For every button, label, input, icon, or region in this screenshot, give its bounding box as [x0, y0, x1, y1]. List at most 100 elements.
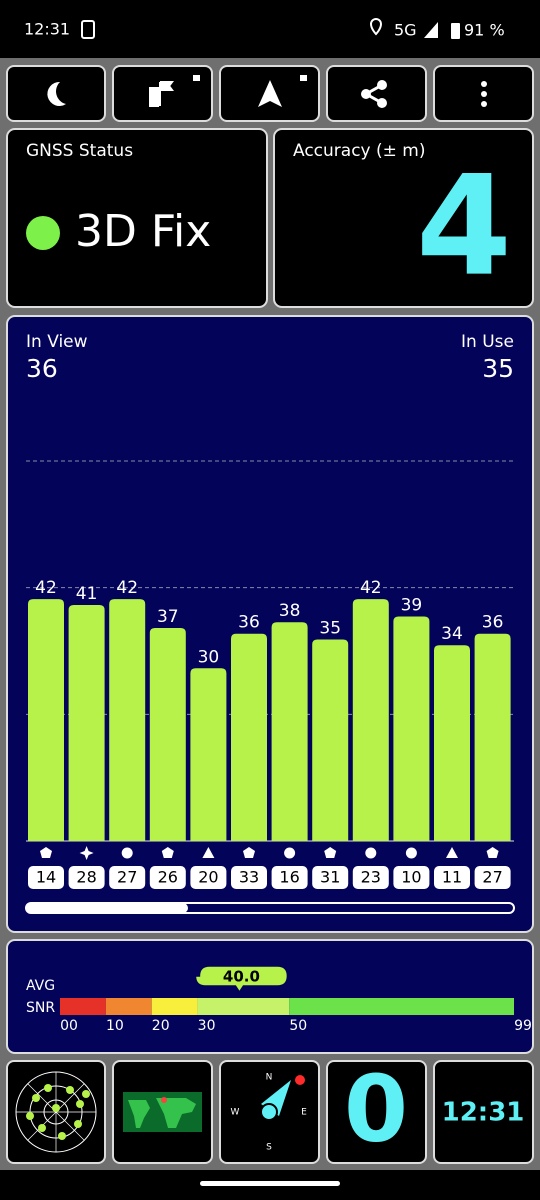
id-badge [352, 866, 389, 889]
snr-tick-label: 50 [289, 1018, 307, 1034]
status-network: 5G [394, 21, 417, 40]
satellite-id: 11 [442, 868, 462, 887]
satellite-id: 26 [158, 868, 178, 887]
compass-hub [260, 1103, 278, 1121]
id-badge [109, 866, 146, 889]
snr-label-bottom: SNR [26, 1000, 55, 1016]
snr-chart: 42 14 41 28 42 27 37 26 30 20 36 33 38 16 35 31 42 23 39 10… [26, 460, 514, 889]
snr-meter: 00 10 20 30 50 99 40.0 [60, 965, 532, 1034]
id-badge [474, 866, 511, 889]
download-icon [81, 20, 95, 39]
speed-tile[interactable] [326, 1060, 427, 1164]
constellation-icon [202, 847, 215, 858]
bar [312, 639, 349, 841]
bar [352, 599, 389, 841]
location-marker [161, 1097, 167, 1103]
bar [271, 622, 308, 841]
bar [474, 633, 511, 841]
snr-tick-label: 99 [514, 1018, 532, 1034]
status-battery: 91 % [464, 21, 505, 40]
snr-value: 40.0 [223, 968, 260, 986]
skyplot-dots [26, 1084, 90, 1140]
menu-dot [481, 91, 487, 97]
in-view-value: 36 [26, 354, 58, 383]
bar-label: 36 [482, 613, 504, 633]
snr-segment [60, 998, 106, 1015]
lock-icon [193, 75, 200, 81]
bar-label: 41 [76, 584, 98, 604]
bar-label: 36 [238, 613, 260, 633]
toolbar [6, 65, 534, 122]
constellation-icon [243, 847, 255, 858]
person-flag-icon [149, 81, 174, 107]
signal-icon [424, 22, 438, 38]
accuracy-card [273, 128, 534, 308]
bar [149, 627, 186, 841]
speed-value: 0 [344, 1055, 408, 1162]
snr-tick-label: 00 [60, 1018, 78, 1034]
home-indicator[interactable] [200, 1181, 340, 1186]
continents [128, 1098, 196, 1128]
bar-label: 38 [279, 601, 301, 621]
status-bar [0, 0, 540, 58]
in-use-label: In Use [461, 332, 514, 352]
status-time: 12:31 [24, 20, 70, 39]
id-badge [434, 866, 470, 889]
accuracy-title: Accuracy (± m) [293, 141, 426, 161]
gnss-value: 3D Fix [75, 206, 211, 257]
navigate-icon [258, 80, 282, 107]
id-badge [312, 866, 349, 889]
bar-label: 30 [198, 647, 220, 667]
gnss-card [6, 128, 268, 308]
satellite-id: 16 [279, 868, 299, 887]
share-dot [361, 89, 371, 99]
bar [190, 668, 227, 841]
id-badge [393, 866, 430, 889]
constellation-icon [121, 847, 133, 859]
bar [109, 599, 146, 841]
compass-west: W [231, 1108, 240, 1118]
bar [231, 633, 267, 841]
constellation-icon [324, 847, 337, 858]
snr-card [6, 939, 534, 1054]
bar-label: 39 [401, 595, 423, 615]
satellite-id: 10 [401, 868, 421, 887]
share-button[interactable] [326, 65, 427, 122]
satellite-id: 28 [76, 868, 96, 887]
bar-label: 42 [360, 578, 382, 598]
compass-south: S [266, 1143, 272, 1153]
snr-segment [105, 998, 152, 1015]
fix-indicator [26, 216, 60, 250]
bar-label: 34 [441, 624, 463, 644]
snr-tick-label: 10 [106, 1018, 124, 1034]
compass-east: E [301, 1108, 307, 1118]
bar [393, 616, 430, 841]
bar [28, 599, 64, 841]
clock-value: 12:31 [442, 1098, 525, 1128]
lock-icon [300, 75, 307, 81]
clock-tile[interactable] [433, 1060, 534, 1164]
id-badge [149, 866, 186, 889]
constellation-icon [486, 847, 499, 858]
bar-label: 35 [319, 618, 341, 638]
snr-tick-label: 20 [152, 1018, 170, 1034]
id-badge [231, 866, 267, 889]
constellation-icon [365, 847, 377, 859]
satellite-id: 23 [361, 868, 381, 887]
constellation-icon [405, 847, 417, 859]
id-badge [28, 866, 64, 889]
satellite-id: 31 [320, 868, 340, 887]
snr-marker [194, 965, 289, 994]
snr-segment [289, 998, 514, 1015]
explore-button[interactable] [112, 65, 213, 122]
in-view-label: In View [26, 332, 88, 352]
moon-icon [47, 81, 66, 106]
satellite-id: 33 [239, 868, 259, 887]
snr-segment [197, 998, 290, 1015]
satellite-id: 27 [482, 868, 502, 887]
snr-segment [151, 998, 198, 1015]
scrollbar-thumb [26, 903, 188, 913]
constellation-icon [446, 847, 458, 858]
satellite-id: 20 [198, 868, 218, 887]
